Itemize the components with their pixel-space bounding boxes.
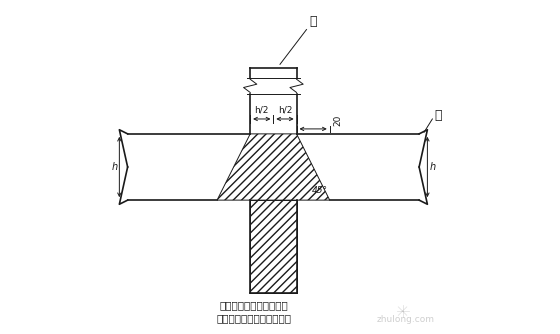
Text: h/2: h/2 [278, 105, 292, 114]
Text: 梁、柱节点处不同等级混: 梁、柱节点处不同等级混 [219, 301, 288, 310]
Text: h: h [430, 162, 436, 172]
Polygon shape [250, 200, 297, 293]
Text: 凝土浇浑施工缝留置示意图: 凝土浇浑施工缝留置示意图 [216, 313, 291, 323]
Text: 梁: 梁 [434, 109, 441, 122]
Text: zhulong.com: zhulong.com [377, 315, 435, 324]
Polygon shape [217, 134, 330, 200]
Text: 45°: 45° [311, 186, 328, 195]
Text: h: h [111, 162, 118, 172]
Text: 柱: 柱 [309, 15, 317, 28]
Text: h/2: h/2 [255, 105, 269, 114]
Text: 20: 20 [333, 114, 342, 126]
